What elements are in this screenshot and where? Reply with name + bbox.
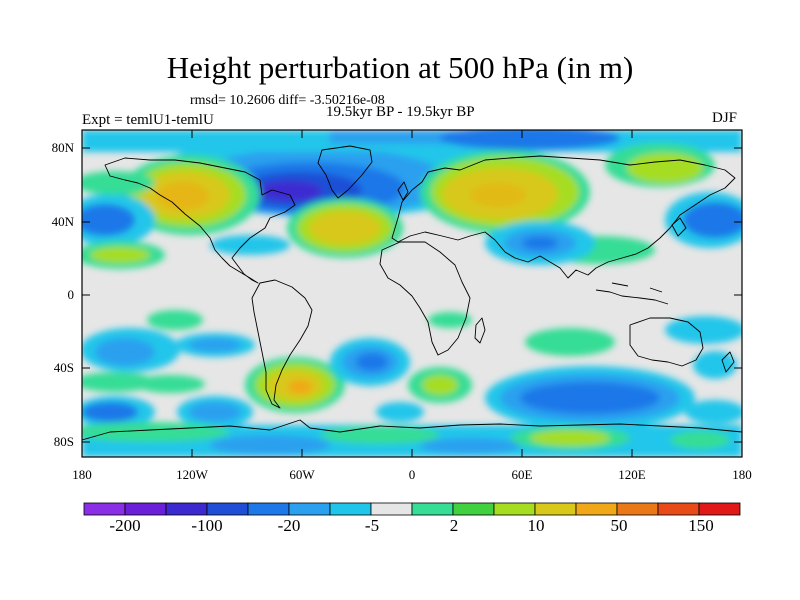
lon-label-60e: 60E (511, 467, 533, 482)
coast-new-zealand (721, 351, 735, 373)
colorbar-box (452, 502, 495, 516)
coastlines (82, 145, 742, 441)
colorbar-box (534, 502, 577, 516)
colorbar-label: -20 (277, 516, 301, 535)
colorbar-box (698, 502, 741, 516)
colorbar-box (657, 502, 700, 516)
lon-label-120e: 120E (618, 467, 646, 482)
lon-label-120w: 120W (176, 467, 208, 482)
coast-eurasia (391, 155, 736, 279)
colorbar-box (370, 502, 413, 516)
period-label: 19.5kyr BP - 19.5kyr BP (326, 104, 475, 120)
colorbar-box (616, 502, 659, 516)
colorbar-label: -5 (364, 516, 380, 535)
lat-label-40s: 40S (53, 360, 74, 375)
colorbar-box (411, 502, 454, 516)
colorbar-box (329, 502, 372, 516)
stats-line: rmsd= 10.2606 diff= -3.50216e-08 (190, 93, 385, 108)
coast-australia (629, 317, 704, 367)
season-label: DJF (712, 110, 738, 126)
coast-greenland (317, 145, 373, 199)
colorbar-box (83, 502, 126, 516)
lat-ticks (82, 147, 742, 443)
colorbar-box (288, 502, 331, 516)
lat-label-80s: 80S (53, 434, 74, 449)
lon-label-0: 0 (408, 467, 416, 482)
colorbar-box (247, 502, 290, 516)
coast-antarctica (82, 419, 742, 441)
coast-indonesia (595, 282, 669, 305)
colorbar-label: 10 (527, 516, 545, 535)
lon-label-180w: 180 (72, 467, 92, 482)
lat-label-0: 0 (67, 287, 75, 302)
colorbar-label: 2 (449, 516, 459, 535)
height-field (82, 130, 742, 457)
coast-south-america (251, 279, 313, 409)
map-title: Height perturbation at 500 hPa (in m) (166, 50, 634, 85)
colorbar-label: -200 (109, 516, 141, 535)
lat-label-80n: 80N (51, 140, 74, 155)
colorbar-label: 50 (610, 516, 628, 535)
colorbar-label: -100 (191, 516, 223, 535)
colorbar-box (124, 502, 167, 516)
colorbar-box (206, 502, 249, 516)
coast-madagascar (474, 317, 486, 344)
lat-label-40n: 40N (51, 214, 74, 229)
lon-label-60w: 60W (289, 467, 315, 482)
experiment-label: Expt = temlU1-temlU (82, 112, 214, 128)
coast-japan (671, 217, 687, 237)
colorbar-box (493, 502, 536, 516)
colorbar-box (165, 502, 208, 516)
colorbar-box (575, 502, 618, 516)
lon-ticks (191, 130, 633, 457)
colorbar-label: 150 (688, 516, 714, 535)
lon-label-180e: 180 (732, 467, 752, 482)
coast-africa (379, 241, 471, 356)
colorbar (83, 502, 741, 516)
coast-north-america (104, 157, 296, 284)
coast-uk (397, 181, 409, 201)
